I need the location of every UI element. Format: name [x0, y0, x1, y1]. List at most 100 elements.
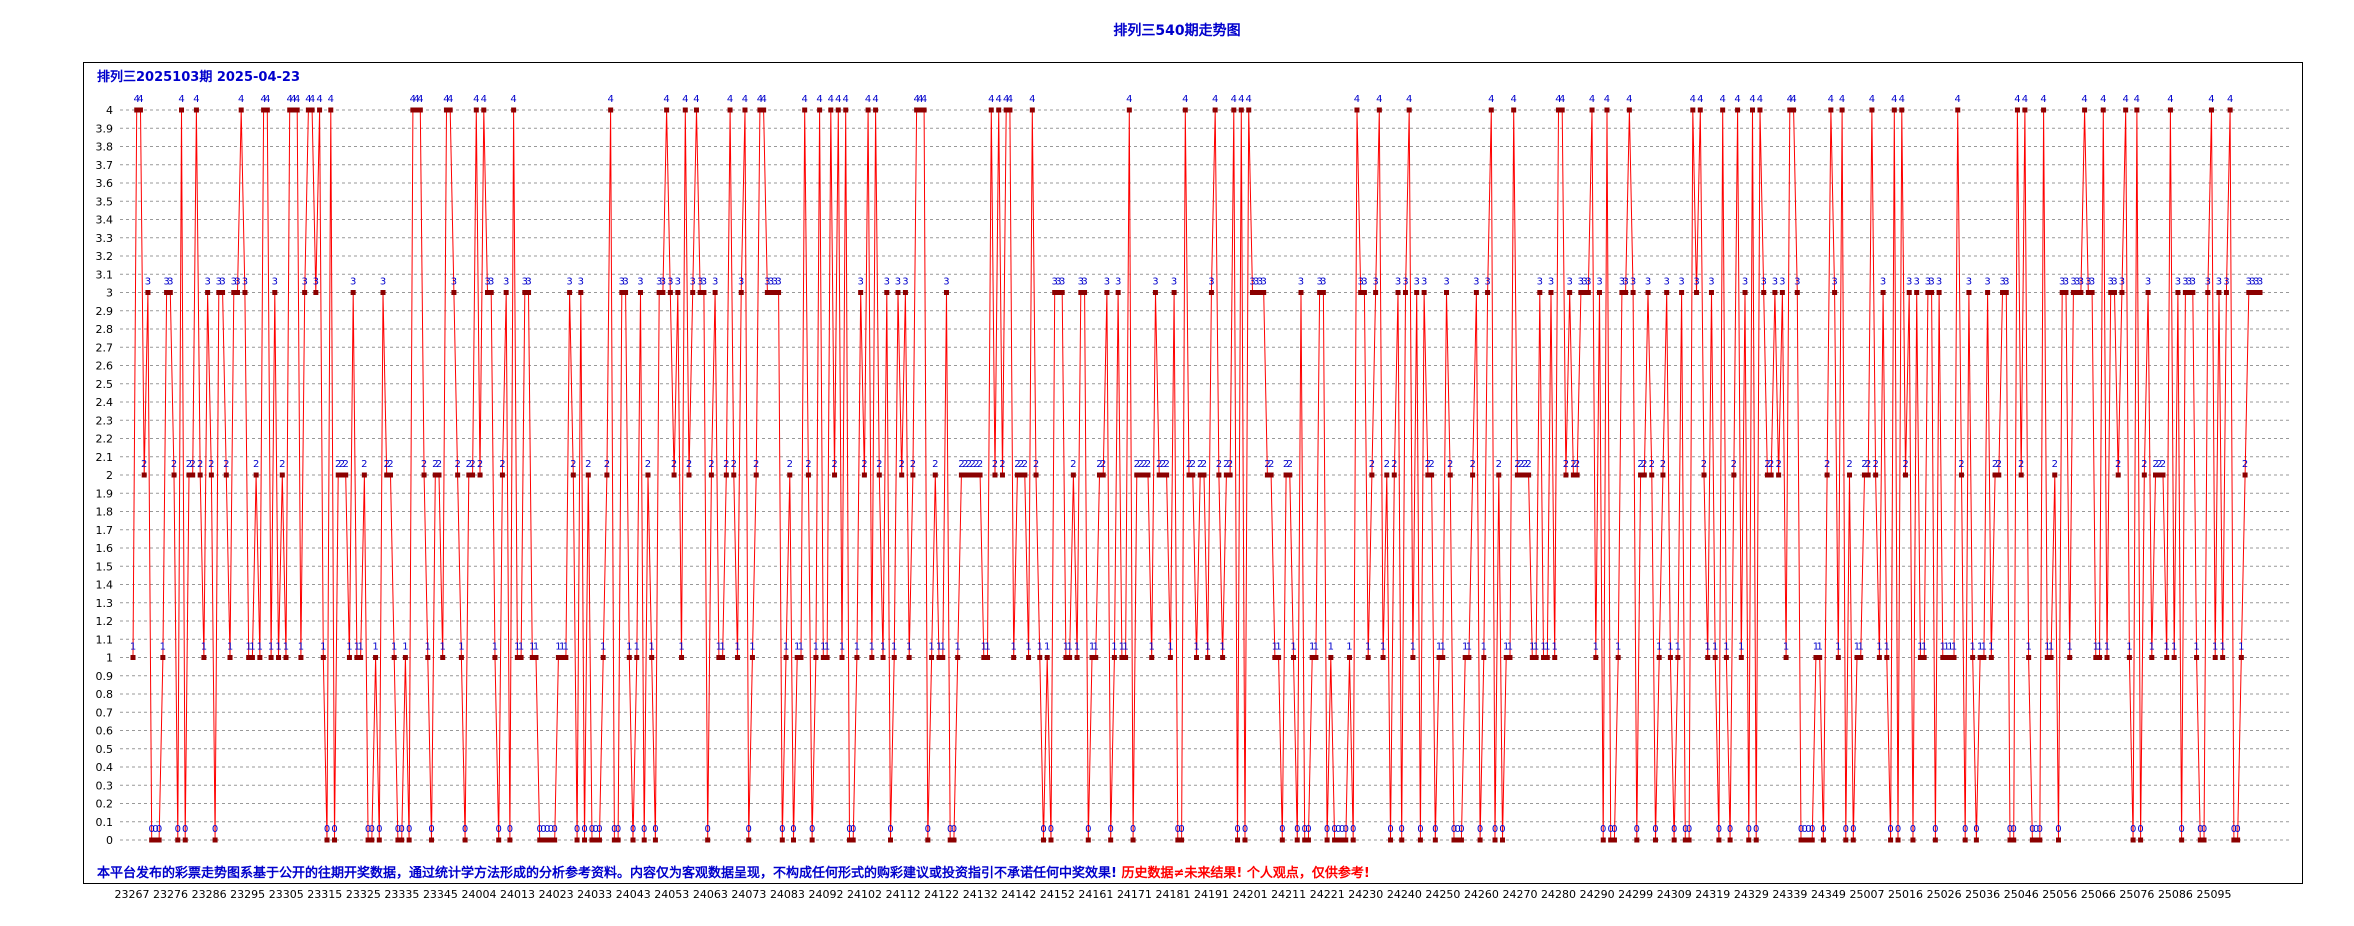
- data-point: [1906, 290, 1912, 295]
- data-label: 1: [1063, 642, 1069, 653]
- data-label: 3: [1928, 277, 1934, 288]
- data-label: 3: [525, 277, 531, 288]
- data-point: [1291, 655, 1297, 660]
- data-label: 4: [682, 94, 688, 105]
- data-label: 4: [921, 94, 927, 105]
- data-label: 2: [1018, 459, 1024, 470]
- data-label: 3: [619, 277, 625, 288]
- data-label: 4: [1589, 94, 1595, 105]
- data-label: 4: [1231, 94, 1237, 105]
- data-label: 1: [1074, 642, 1080, 653]
- data-label: 3: [764, 277, 770, 288]
- data-label: 2: [1216, 459, 1222, 470]
- data-label: 3: [1052, 277, 1058, 288]
- data-label: 1: [1951, 642, 1957, 653]
- data-label: 3: [1906, 277, 1912, 288]
- data-point: [1664, 290, 1670, 295]
- data-point: [1466, 655, 1472, 660]
- data-label: 1: [1943, 642, 1949, 653]
- data-label: 3: [857, 277, 863, 288]
- data-label: 3: [2246, 277, 2252, 288]
- data-point: [664, 107, 670, 113]
- data-label: 4: [816, 94, 822, 105]
- data-label: 2: [958, 459, 964, 470]
- y-tick-label: 0.9: [96, 670, 114, 683]
- data-point: [1018, 472, 1024, 478]
- data-point: [593, 837, 599, 843]
- data-point: [955, 655, 961, 660]
- data-point: [1813, 655, 1819, 660]
- data-label: 2: [1469, 459, 1475, 470]
- data-label: 1: [936, 642, 942, 653]
- data-point: [1608, 837, 1614, 843]
- data-point: [637, 290, 643, 295]
- data-label: 3: [622, 277, 628, 288]
- data-label: 3: [1484, 277, 1490, 288]
- data-point: [1690, 107, 1696, 113]
- data-label: 3: [451, 277, 457, 288]
- data-label: 1: [354, 642, 360, 653]
- y-tick-label: 1.7: [96, 524, 114, 537]
- data-point: [1279, 837, 1285, 843]
- data-point: [2220, 655, 2226, 660]
- data-label: 2: [361, 459, 367, 470]
- data-point: [1850, 837, 1856, 843]
- data-label: 0: [1477, 824, 1483, 835]
- data-point: [888, 837, 894, 843]
- data-label: 3: [488, 277, 494, 288]
- data-label: 1: [1193, 642, 1199, 653]
- y-tick-label: 1.6: [96, 542, 114, 555]
- x-tick-label: 24171: [1117, 888, 1152, 901]
- data-point: [2160, 472, 2166, 478]
- data-point: [1903, 472, 1908, 478]
- y-tick-label: 0.6: [96, 725, 114, 738]
- data-point: [447, 107, 453, 113]
- x-tick-label: 24221: [1310, 888, 1345, 901]
- data-label: 4: [760, 94, 766, 105]
- data-point: [589, 837, 595, 843]
- x-tick-label: 25046: [2004, 888, 2039, 901]
- data-point: [1529, 655, 1535, 660]
- data-label: 1: [1466, 642, 1472, 653]
- data-point: [1537, 290, 1543, 295]
- data-point: [981, 655, 987, 660]
- data-point: [943, 290, 949, 295]
- data-point: [1354, 107, 1360, 113]
- y-tick-label: 2.2: [96, 433, 114, 446]
- data-point: [1638, 472, 1644, 478]
- data-label: 2: [708, 459, 714, 470]
- data-label: 1: [346, 642, 352, 653]
- data-point: [1425, 472, 1431, 478]
- data-label: 2: [1641, 459, 1647, 470]
- data-point: [1037, 655, 1043, 660]
- data-point: [1958, 472, 1964, 478]
- data-point: [425, 655, 431, 660]
- data-point: [910, 472, 916, 478]
- data-label: 3: [231, 277, 237, 288]
- data-point: [1197, 472, 1203, 478]
- data-label: 0: [175, 824, 181, 835]
- data-point: [1406, 107, 1412, 113]
- y-tick-label: 2.4: [96, 396, 114, 409]
- data-point: [1768, 472, 1774, 478]
- data-label: 2: [1861, 459, 1867, 470]
- data-point: [1305, 837, 1311, 843]
- data-label: 1: [1835, 642, 1841, 653]
- data-label: 1: [749, 642, 755, 653]
- data-point: [1944, 655, 1950, 660]
- data-point: [1231, 107, 1237, 113]
- x-tick-label: 24033: [577, 888, 612, 901]
- data-label: 4: [2081, 94, 2087, 105]
- data-label: 0: [2234, 824, 2240, 835]
- data-label: 1: [130, 642, 136, 653]
- data-point: [249, 655, 255, 660]
- data-point: [798, 655, 804, 660]
- data-point: [570, 472, 576, 478]
- data-label: 3: [380, 277, 386, 288]
- data-point: [1723, 655, 1729, 660]
- data-label: 3: [2253, 277, 2259, 288]
- data-label: 3: [902, 277, 908, 288]
- data-label: 1: [402, 642, 408, 653]
- data-point: [1261, 290, 1267, 295]
- data-point: [552, 837, 558, 843]
